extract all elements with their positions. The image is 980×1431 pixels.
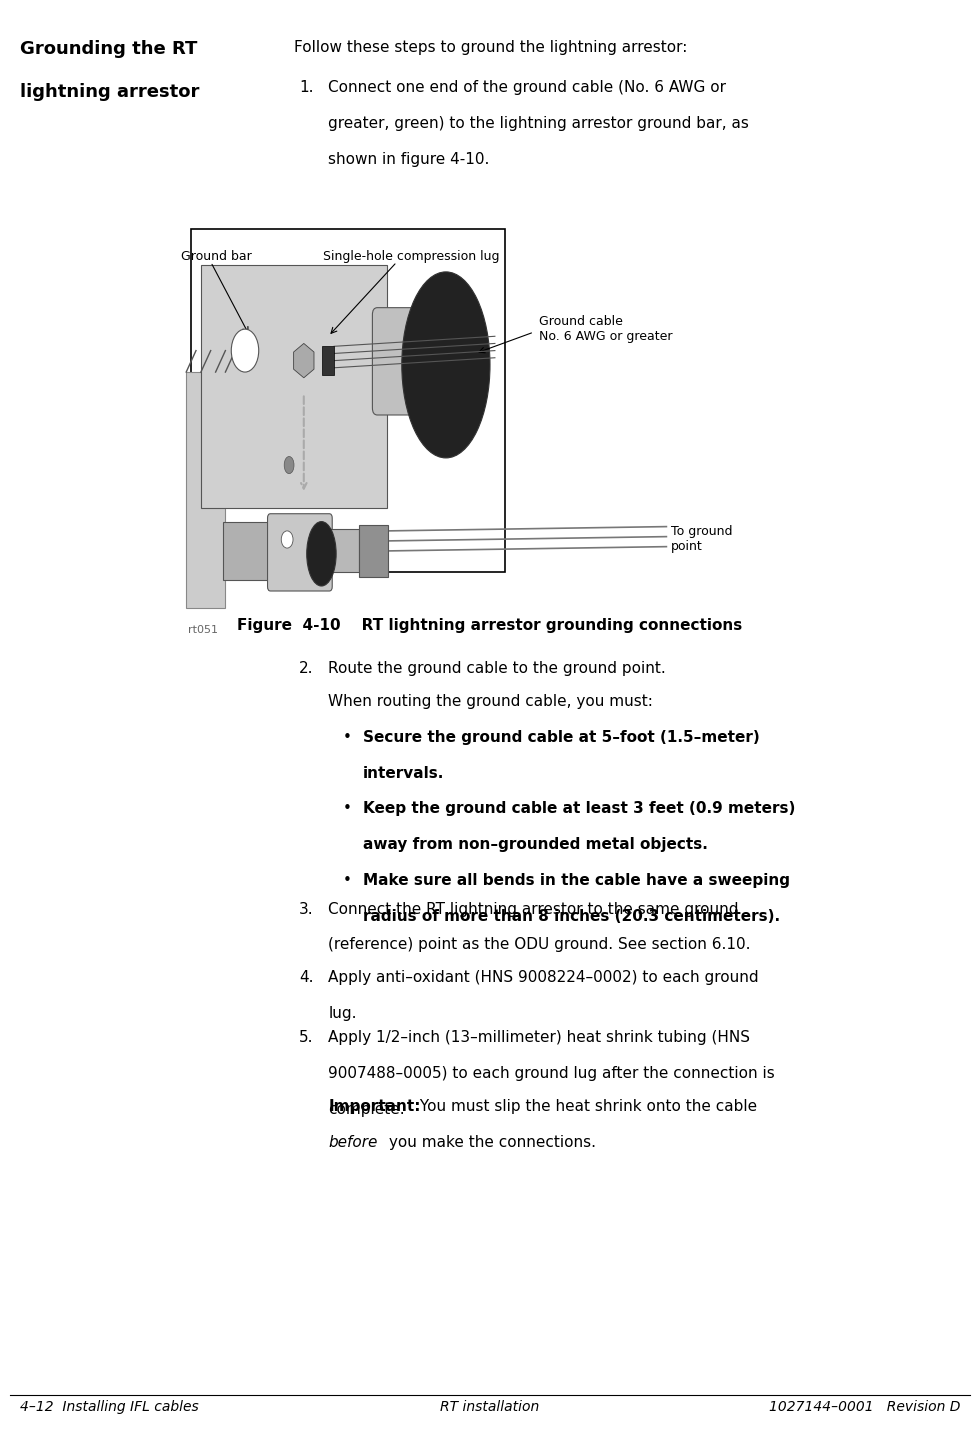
Text: Single-hole compression lug: Single-hole compression lug xyxy=(323,250,500,263)
Text: 4–12  Installing IFL cables: 4–12 Installing IFL cables xyxy=(20,1400,198,1414)
Text: Make sure all bends in the cable have a sweeping: Make sure all bends in the cable have a … xyxy=(363,873,790,887)
Bar xyxy=(359,525,388,577)
Text: Grounding the RT: Grounding the RT xyxy=(20,40,197,59)
Text: RT installation: RT installation xyxy=(440,1400,540,1414)
Text: When routing the ground cable, you must:: When routing the ground cable, you must: xyxy=(328,694,654,708)
Text: Secure the ground cable at 5–foot (1.5–meter): Secure the ground cable at 5–foot (1.5–m… xyxy=(363,730,760,744)
Text: Apply anti–oxidant (HNS 9008224–0002) to each ground: Apply anti–oxidant (HNS 9008224–0002) to… xyxy=(328,970,759,985)
Bar xyxy=(201,265,387,508)
Text: 1.: 1. xyxy=(299,80,314,94)
Text: •: • xyxy=(343,730,352,744)
Text: Ground bar: Ground bar xyxy=(181,250,252,263)
FancyBboxPatch shape xyxy=(268,514,332,591)
Ellipse shape xyxy=(307,522,336,587)
Text: away from non–grounded metal objects.: away from non–grounded metal objects. xyxy=(363,837,708,851)
Text: 5.: 5. xyxy=(299,1030,314,1045)
Text: intervals.: intervals. xyxy=(363,766,444,780)
Text: Connect one end of the ground cable (No. 6 AWG or: Connect one end of the ground cable (No.… xyxy=(328,80,726,94)
Text: rt051: rt051 xyxy=(188,625,219,635)
Text: You must slip the heat shrink onto the cable: You must slip the heat shrink onto the c… xyxy=(415,1099,757,1113)
Text: Ground cable
No. 6 AWG or greater: Ground cable No. 6 AWG or greater xyxy=(539,315,672,343)
Text: Important:: Important: xyxy=(328,1099,420,1113)
Text: (reference) point as the ODU ground. See section 6.10.: (reference) point as the ODU ground. See… xyxy=(328,937,751,952)
Text: Figure  4-10    RT lightning arrestor grounding connections: Figure 4-10 RT lightning arrestor ground… xyxy=(237,618,743,633)
Text: shown in figure 4-10.: shown in figure 4-10. xyxy=(328,152,490,166)
Text: radius of more than 8 inches (20.3 centimeters).: radius of more than 8 inches (20.3 centi… xyxy=(363,909,780,923)
Text: Connect the RT lightning arrestor to the same ground: Connect the RT lightning arrestor to the… xyxy=(328,902,739,916)
Text: Keep the ground cable at least 3 feet (0.9 meters): Keep the ground cable at least 3 feet (0… xyxy=(363,801,795,816)
Text: 1027144–0001   Revision D: 1027144–0001 Revision D xyxy=(769,1400,960,1414)
Text: Apply 1/2–inch (13–millimeter) heat shrink tubing (HNS: Apply 1/2–inch (13–millimeter) heat shri… xyxy=(328,1030,751,1045)
Ellipse shape xyxy=(402,272,490,458)
Text: lug.: lug. xyxy=(328,1006,357,1020)
Text: greater, green) to the lightning arrestor ground bar, as: greater, green) to the lightning arresto… xyxy=(328,116,749,130)
FancyBboxPatch shape xyxy=(372,308,475,415)
Bar xyxy=(322,346,334,375)
Text: 9007488–0005) to each ground lug after the connection is: 9007488–0005) to each ground lug after t… xyxy=(328,1066,775,1080)
Text: 2.: 2. xyxy=(299,661,314,675)
Bar xyxy=(191,229,505,572)
Bar xyxy=(223,522,287,580)
Text: complete.: complete. xyxy=(328,1102,405,1116)
Bar xyxy=(329,529,359,572)
Bar xyxy=(186,372,225,608)
Text: lightning arrestor: lightning arrestor xyxy=(20,83,199,102)
Text: before: before xyxy=(328,1135,377,1149)
Ellipse shape xyxy=(231,329,259,372)
Text: you make the connections.: you make the connections. xyxy=(384,1135,596,1149)
Text: •: • xyxy=(343,873,352,887)
Text: To ground
point: To ground point xyxy=(671,525,733,554)
Text: Follow these steps to ground the lightning arrestor:: Follow these steps to ground the lightni… xyxy=(294,40,687,54)
Text: Route the ground cable to the ground point.: Route the ground cable to the ground poi… xyxy=(328,661,666,675)
Text: 4.: 4. xyxy=(299,970,314,985)
Text: •: • xyxy=(343,801,352,816)
Circle shape xyxy=(281,531,293,548)
Text: 3.: 3. xyxy=(299,902,314,916)
Ellipse shape xyxy=(284,456,294,474)
